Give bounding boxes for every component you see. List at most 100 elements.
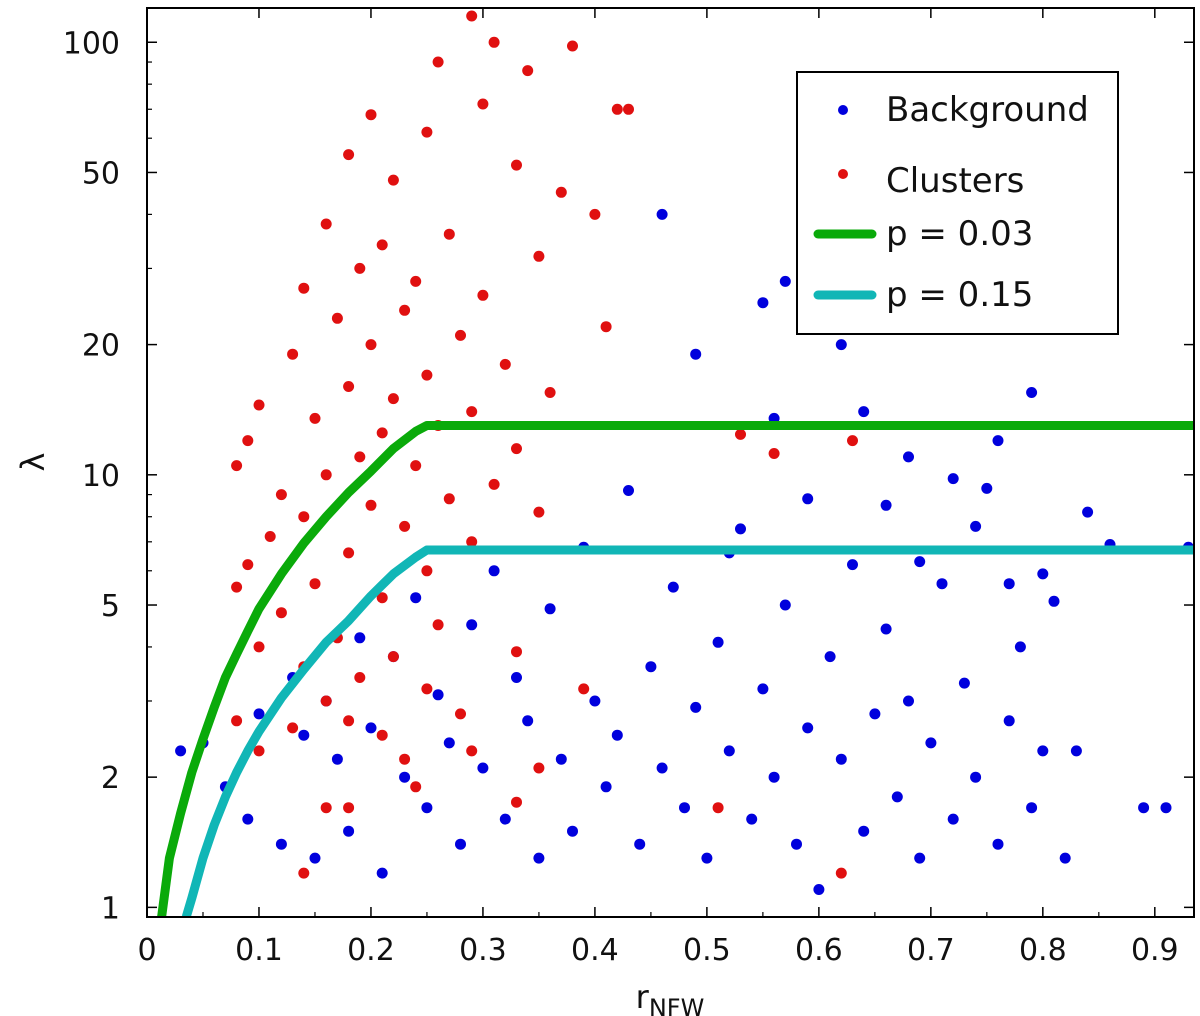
clusters-point-43 xyxy=(231,460,243,472)
x-tick-label: 0.1 xyxy=(235,933,283,968)
clusters-point-26 xyxy=(455,329,466,341)
clusters-point-75 xyxy=(343,715,355,727)
background-point-38 xyxy=(645,661,657,673)
y-tick-label: 1 xyxy=(101,891,120,926)
x-axis-title-main: r xyxy=(636,978,650,1016)
clusters-point-33 xyxy=(387,393,399,405)
x-tick-label: 0.9 xyxy=(1131,933,1179,968)
background-point-51 xyxy=(791,838,802,850)
background-point-43 xyxy=(701,852,713,864)
clusters-point-44 xyxy=(320,469,332,481)
background-point-78 xyxy=(1138,802,1150,814)
legend-marker-clusters xyxy=(838,169,848,179)
clusters-point-16 xyxy=(443,228,455,240)
lines-layer xyxy=(157,421,1194,917)
clusters-point-50 xyxy=(298,511,310,523)
background-point-5 xyxy=(275,838,287,850)
background-point-28 xyxy=(533,852,545,864)
background-point-92 xyxy=(970,520,982,532)
clusters-point-1 xyxy=(488,36,500,48)
x-tick-label: 0.7 xyxy=(907,933,955,968)
background-point-14 xyxy=(376,867,388,879)
background-point-80 xyxy=(656,208,668,220)
clusters-point-36 xyxy=(309,412,321,424)
background-point-61 xyxy=(903,695,914,707)
background-point-72 xyxy=(1026,802,1038,814)
x-axis-title-subscript: NFW xyxy=(649,994,705,1016)
clusters-point-74 xyxy=(376,729,388,741)
clusters-point-24 xyxy=(331,312,343,324)
background-point-63 xyxy=(925,737,937,749)
background-point-56 xyxy=(847,559,858,571)
background-point-0 xyxy=(175,745,187,757)
clusters-point-83 xyxy=(343,802,355,814)
x-tick-label: 0.4 xyxy=(571,933,619,968)
clusters-point-18 xyxy=(533,250,545,262)
clusters-point-57 xyxy=(309,578,321,590)
threshold-curve-3 xyxy=(181,545,1194,917)
x-axis-title: rNFW xyxy=(636,978,705,1016)
y-tick-label: 100 xyxy=(63,26,120,61)
background-point-34 xyxy=(600,781,612,793)
clusters-point-39 xyxy=(242,435,254,447)
clusters-point-53 xyxy=(466,536,478,548)
background-point-16 xyxy=(399,771,411,783)
background-point-48 xyxy=(757,683,769,695)
clusters-point-17 xyxy=(376,239,388,251)
clusters-point-69 xyxy=(320,695,332,707)
clusters-point-7 xyxy=(365,109,377,121)
background-point-74 xyxy=(1048,595,1060,607)
background-point-44 xyxy=(712,636,724,648)
clusters-point-55 xyxy=(242,559,254,571)
background-point-85 xyxy=(1026,387,1038,398)
x-tick-label: 0.6 xyxy=(795,933,843,968)
clusters-point-15 xyxy=(320,218,332,230)
legend-label-p003: p = 0.03 xyxy=(886,214,1033,254)
clusters-point-58 xyxy=(231,581,243,593)
background-point-45 xyxy=(723,745,735,757)
background-point-65 xyxy=(947,813,959,825)
background-point-84 xyxy=(690,348,702,360)
clusters-point-34 xyxy=(253,399,265,411)
background-point-89 xyxy=(947,473,959,485)
background-point-71 xyxy=(1014,641,1026,653)
legend-box xyxy=(796,71,1119,335)
background-point-22 xyxy=(466,619,478,631)
clusters-point-5 xyxy=(611,103,623,115)
clusters-point-52 xyxy=(264,531,276,542)
clusters-point-0 xyxy=(466,10,478,22)
background-point-12 xyxy=(354,632,366,644)
background-point-36 xyxy=(623,485,634,496)
y-tick-label: 20 xyxy=(82,329,120,364)
legend-label-clusters: Clusters xyxy=(886,161,1024,201)
clusters-point-54 xyxy=(343,547,355,559)
background-point-50 xyxy=(779,599,791,611)
clusters-point-31 xyxy=(343,381,355,392)
clusters-point-64 xyxy=(387,651,399,663)
clusters-point-20 xyxy=(410,275,422,287)
clusters-point-60 xyxy=(275,607,287,619)
x-tick-label: 0.8 xyxy=(1019,933,1067,968)
background-point-17 xyxy=(410,592,422,604)
background-point-81 xyxy=(779,275,791,287)
background-point-35 xyxy=(611,729,623,741)
background-point-8 xyxy=(309,852,321,864)
background-point-23 xyxy=(477,762,489,774)
clusters-point-79 xyxy=(533,762,545,774)
clusters-point-42 xyxy=(410,460,422,472)
clusters-point-30 xyxy=(421,369,433,381)
clusters-point-51 xyxy=(399,520,411,532)
background-point-88 xyxy=(903,451,914,463)
y-tick-label: 10 xyxy=(82,459,120,494)
background-point-4 xyxy=(253,708,265,720)
background-point-53 xyxy=(813,884,825,895)
clusters-point-89 xyxy=(768,448,780,459)
clusters-point-27 xyxy=(365,339,377,351)
clusters-point-82 xyxy=(511,796,522,808)
background-point-59 xyxy=(880,623,892,635)
background-point-11 xyxy=(343,825,355,837)
clusters-point-72 xyxy=(287,722,299,734)
background-point-19 xyxy=(432,689,444,701)
clusters-point-48 xyxy=(365,499,377,511)
background-point-33 xyxy=(589,695,601,707)
